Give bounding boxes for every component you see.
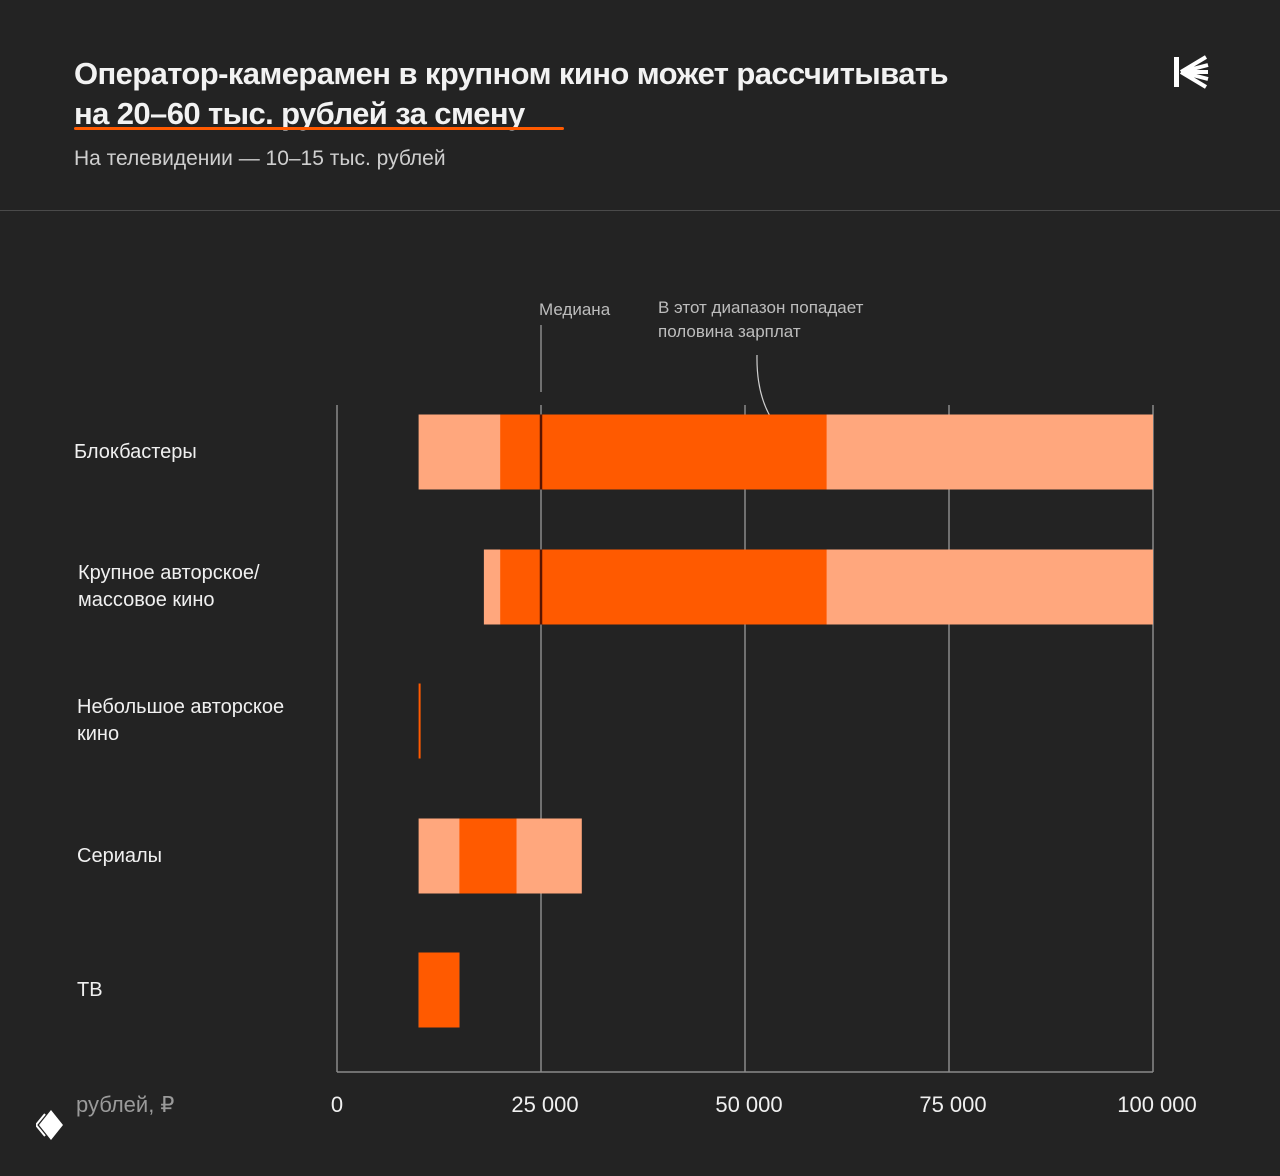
category-label-line: Крупное авторское/ xyxy=(78,562,260,584)
chart-title: Оператор-камерамен в крупном кино может … xyxy=(74,54,949,134)
x-tick-label: 0 xyxy=(330,1092,344,1117)
category-label-line: кино xyxy=(77,723,120,745)
x-tick-label: 50 000 xyxy=(715,1092,783,1117)
title-line-2: на 20–60 тыс. рублей за смену xyxy=(74,96,525,131)
category-label: Блокбастеры xyxy=(74,439,197,466)
x-tick-label: 100 000 xyxy=(1117,1092,1197,1117)
chart-subtitle: На телевидении — 10–15 тыс. рублей xyxy=(74,147,446,170)
brand-logo-icon xyxy=(1174,55,1209,89)
category-label: Сериалы xyxy=(77,843,162,870)
range-annotation: В этот диапазон попадает половина зарпла… xyxy=(658,298,864,341)
bar-interquartile xyxy=(418,683,421,759)
x-tick-label: 75 000 xyxy=(919,1092,987,1117)
bar-interquartile xyxy=(500,414,827,490)
category-label: Небольшое авторское кино xyxy=(77,694,284,748)
category-label: ТВ xyxy=(77,977,103,1004)
title-line-1: Оператор-камерамен в крупном кино может … xyxy=(74,56,949,91)
median-label: Медиана xyxy=(539,300,611,319)
category-label-line: массовое кино xyxy=(78,589,215,611)
watermark-icon xyxy=(36,1110,63,1140)
title-underline xyxy=(74,127,564,130)
category-label-line: ТВ xyxy=(77,978,103,1001)
category-label: Крупное авторское/массовое кино xyxy=(78,560,260,614)
bar-interquartile xyxy=(459,818,517,894)
category-label-line: Небольшое авторское xyxy=(77,696,285,718)
category-label-line: Сериалы xyxy=(77,844,163,867)
header-divider xyxy=(0,210,1280,211)
x-tick-label: 25 000 xyxy=(511,1092,579,1117)
category-label-line: Блокбастеры xyxy=(74,440,197,463)
x-axis-label: рублей, ₽ xyxy=(76,1092,175,1117)
bar-interquartile xyxy=(500,549,827,625)
bar-interquartile xyxy=(418,952,460,1028)
